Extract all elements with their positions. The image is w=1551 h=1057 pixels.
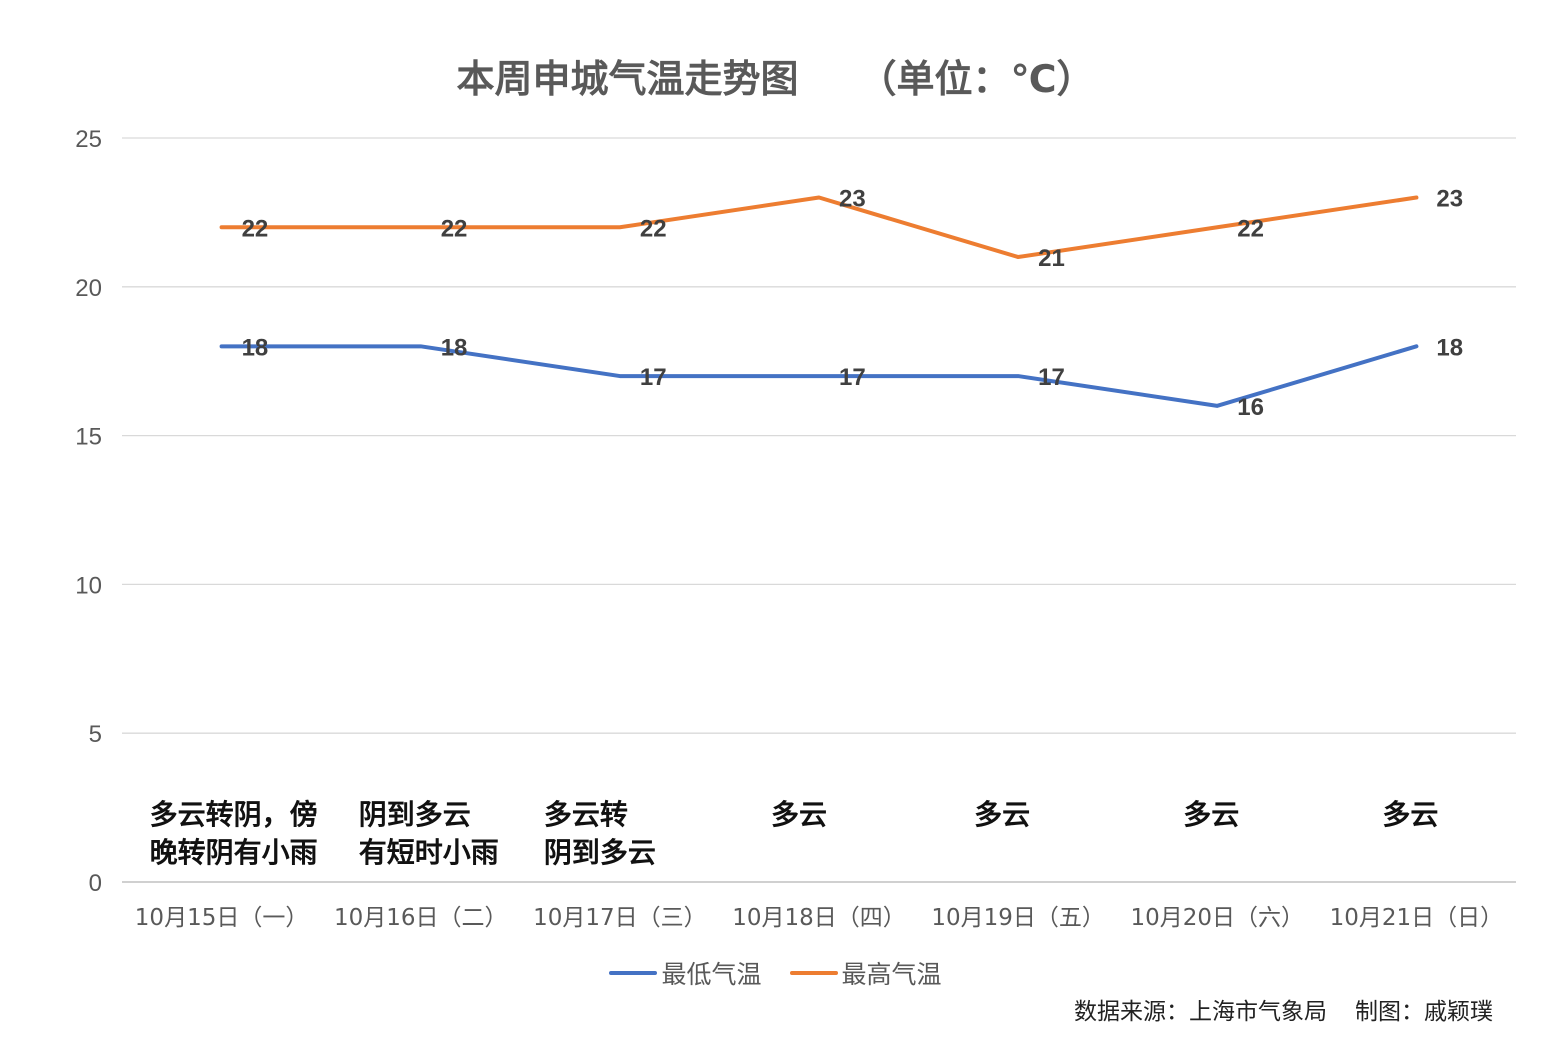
legend: 最低气温 最高气温 — [0, 955, 1551, 991]
data-label: 22 — [1237, 215, 1264, 242]
weather-note: 多云转 阴到多云 — [543, 798, 656, 869]
footer: 数据来源：上海市气象局 制图：戚颖璞 — [1046, 992, 1493, 1026]
chart-title: 本周申城气温走势图 （单位：℃） — [0, 48, 1551, 103]
data-label: 18 — [242, 334, 269, 361]
x-tick-label: 10月15日（一） — [135, 905, 309, 931]
data-label: 17 — [839, 364, 866, 391]
x-tick-label: 10月16日（二） — [334, 905, 508, 931]
data-label: 16 — [1237, 394, 1264, 421]
y-tick-label: 20 — [75, 275, 102, 302]
x-tick-label: 10月20日（六） — [1131, 905, 1305, 931]
data-source: 数据来源：上海市气象局 — [1074, 999, 1327, 1025]
x-tick-label: 10月18日（四） — [732, 905, 906, 931]
data-label: 17 — [640, 364, 667, 391]
weather-note: 多云 — [974, 798, 1031, 831]
data-label: 18 — [441, 334, 468, 361]
y-tick-label: 0 — [89, 870, 102, 897]
title-text: 本周申城气温走势图 — [456, 57, 799, 101]
legend-swatch-high — [789, 971, 838, 975]
data-label: 18 — [1436, 334, 1463, 361]
weather-note: 多云转阴，傍 晚转阴有小雨 — [149, 798, 318, 869]
legend-label: 最低气温 — [661, 960, 762, 989]
weather-note: 多云 — [771, 798, 828, 831]
series-line-low — [219, 344, 1419, 408]
legend-swatch-low — [609, 971, 658, 975]
x-tick-label: 10月17日（三） — [533, 905, 707, 931]
title-unit: （单位：℃） — [858, 57, 1095, 101]
y-tick-label: 15 — [75, 424, 102, 451]
data-label: 22 — [640, 215, 667, 242]
weather-note: 阴到多云 有短时小雨 — [358, 798, 499, 869]
legend-label: 最高气温 — [841, 960, 942, 989]
y-tick-label: 25 — [75, 126, 102, 153]
x-tick-label: 10月19日（五） — [931, 905, 1105, 931]
x-tick-label: 10月21日（日） — [1330, 905, 1504, 931]
y-tick-label: 5 — [89, 721, 102, 748]
weather-note: 多云 — [1382, 798, 1439, 831]
author-credit: 制图：戚颖璞 — [1355, 999, 1493, 1025]
data-label: 17 — [1038, 364, 1065, 391]
data-label: 23 — [1436, 186, 1463, 213]
y-tick-label: 10 — [75, 572, 102, 599]
data-label: 23 — [839, 186, 866, 213]
data-label: 22 — [242, 215, 269, 242]
legend-item-high: 最高气温 — [789, 955, 942, 991]
data-label: 22 — [441, 215, 468, 242]
series-line-high — [219, 195, 1419, 260]
legend-item-low: 最低气温 — [609, 955, 762, 991]
data-label: 21 — [1038, 245, 1065, 272]
weather-note: 多云 — [1183, 798, 1240, 831]
